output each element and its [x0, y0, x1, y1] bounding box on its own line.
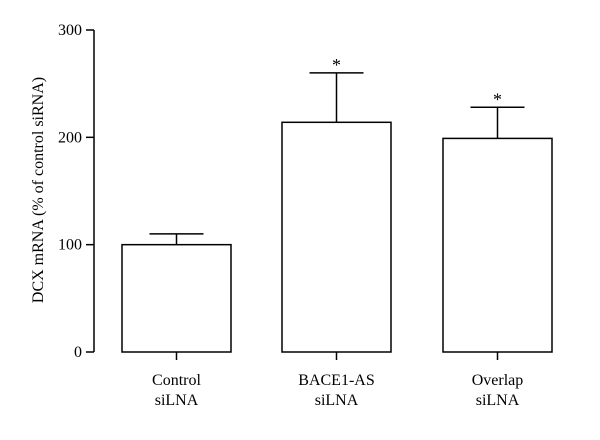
y-tick-label: 100: [58, 237, 82, 254]
x-tick-label: Control siLNA: [152, 372, 201, 409]
x-tick-label-line: siLNA: [476, 392, 520, 409]
bar: [442, 137, 553, 353]
significance-marker: *: [493, 89, 502, 109]
bars-group: **: [121, 55, 553, 360]
x-axis-labels: Control siLNA BACE1-AS siLNA Overlap siLNA: [152, 372, 523, 409]
y-tick-label: 300: [58, 22, 82, 39]
x-tick-label-line: Overlap: [472, 372, 524, 389]
x-tick-label-line: Control: [152, 372, 201, 389]
significance-marker: *: [332, 55, 341, 75]
y-tick-label: 200: [58, 129, 82, 146]
x-tick-label-line: BACE1-AS: [298, 372, 374, 389]
x-tick-label: Overlap siLNA: [472, 372, 524, 409]
bar: [281, 121, 392, 353]
x-tick-label-line: siLNA: [315, 392, 359, 409]
y-tick-label: 0: [74, 344, 82, 361]
x-tick-label: BACE1-AS siLNA: [298, 372, 374, 409]
y-axis-ticks: 0 100 200 300: [58, 22, 94, 361]
bar: [121, 243, 232, 353]
x-tick-label-line: siLNA: [155, 392, 199, 409]
y-axis-label: DCX mRNA (% of control siRNA): [30, 77, 47, 303]
